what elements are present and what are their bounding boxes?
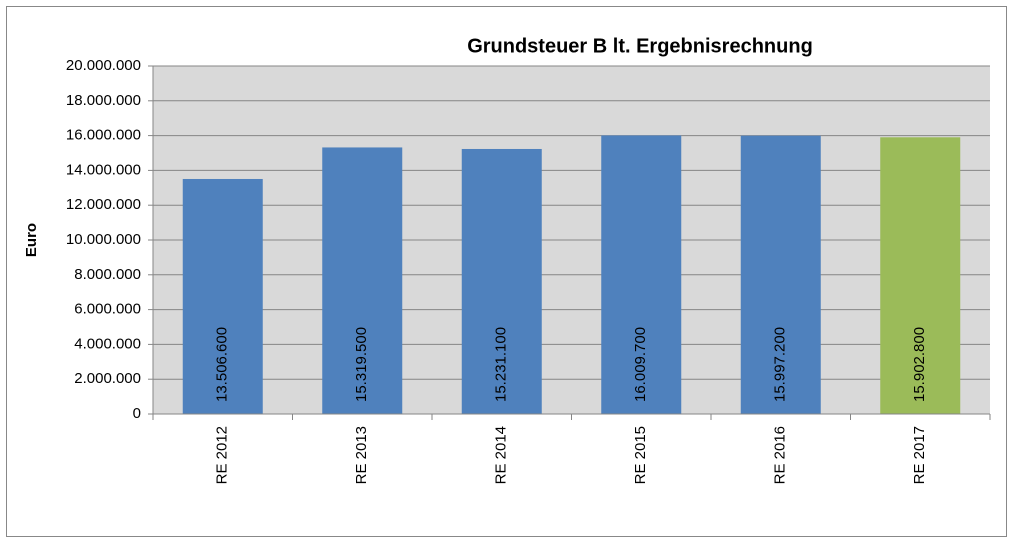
x-tick-label: RE 2017 — [911, 426, 928, 484]
y-tick-label: 20.000.000 — [66, 57, 141, 74]
x-tick-label: RE 2012 — [214, 426, 231, 484]
y-tick-label: 0 — [133, 405, 141, 422]
bar — [182, 178, 263, 414]
y-tick-label: 10.000.000 — [66, 231, 141, 248]
x-tick-label: RE 2013 — [353, 426, 370, 484]
data-label: 15.319.500 — [353, 327, 370, 402]
y-tick-label: 8.000.000 — [74, 266, 141, 283]
bar — [461, 148, 542, 414]
x-tick-label: RE 2015 — [632, 426, 649, 484]
x-tick-label: RE 2016 — [772, 426, 789, 484]
y-tick-label: 12.000.000 — [66, 196, 141, 213]
x-tick-label: RE 2014 — [493, 426, 510, 484]
bar — [880, 137, 961, 415]
y-tick-label: 18.000.000 — [66, 92, 141, 109]
bar — [322, 147, 403, 414]
y-tick-label: 14.000.000 — [66, 161, 141, 178]
y-tick-label: 2.000.000 — [74, 370, 141, 387]
y-tick-label: 16.000.000 — [66, 127, 141, 144]
y-tick-label: 4.000.000 — [74, 335, 141, 352]
y-axis-label: Euro — [23, 223, 40, 257]
data-label: 16.009.700 — [632, 327, 649, 402]
bar — [601, 135, 682, 414]
y-tick-label: 6.000.000 — [74, 301, 141, 318]
data-label: 13.506.600 — [214, 327, 231, 402]
data-label: 15.997.200 — [772, 327, 789, 402]
data-label: 15.902.800 — [911, 327, 928, 402]
data-label: 15.231.100 — [493, 327, 510, 402]
bar — [740, 135, 821, 414]
chart-title: Grundsteuer B lt. Ergebnisrechnung — [467, 35, 813, 57]
